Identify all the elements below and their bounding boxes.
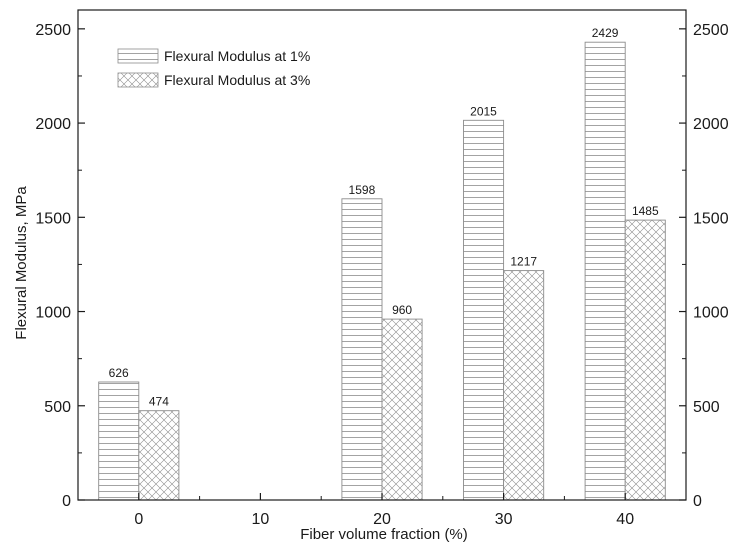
y-tick-label-right-2500: 2500 — [693, 22, 729, 39]
legend-label-series-1: Flexural Modulus at 1% — [164, 48, 310, 64]
legend-label-series-2: Flexural Modulus at 3% — [164, 72, 310, 88]
y-tick-label-left-2500: 2500 — [35, 22, 71, 39]
x-axis-title: Fiber volume fraction (%) — [300, 526, 468, 543]
x-tick-label-0: 0 — [134, 511, 143, 528]
bar-series-1-x0 — [98, 381, 140, 501]
data-label-series-1-x40: 2429 — [592, 26, 619, 40]
y-tick-label-right-1500: 1500 — [693, 210, 729, 227]
data-label-series-2-x40: 1485 — [632, 204, 659, 218]
y-tick-label-left-0: 0 — [62, 493, 71, 510]
x-tick-label-30: 30 — [495, 511, 513, 528]
bar-series-2-x20 — [381, 318, 423, 501]
bar-series-1-x20 — [341, 198, 383, 501]
y-tick-label-right-1000: 1000 — [693, 305, 729, 322]
bar-series-1-x30 — [463, 119, 505, 501]
data-label-series-2-x20: 960 — [392, 303, 412, 317]
x-tick-label-40: 40 — [616, 511, 634, 528]
y-tick-label-left-1500: 1500 — [35, 210, 71, 227]
data-label-series-1-x30: 2015 — [470, 104, 497, 118]
data-label-series-2-x0: 474 — [149, 395, 169, 409]
bar-series-2-x40 — [624, 219, 666, 501]
legend-swatch-series-2 — [117, 72, 159, 88]
y-tick-label-left-1000: 1000 — [35, 305, 71, 322]
data-label-series-1-x20: 1598 — [349, 183, 376, 197]
bar-series-2-x0 — [138, 410, 180, 501]
legend: Flexural Modulus at 1% Flexural Modulus … — [117, 48, 310, 88]
x-tick-label-20: 20 — [373, 511, 391, 528]
y-tick-label-left-500: 500 — [44, 399, 71, 416]
y-tick-label-right-0: 0 — [693, 493, 702, 510]
x-tick-label-10: 10 — [252, 511, 270, 528]
y-tick-label-right-2000: 2000 — [693, 116, 729, 133]
y-tick-label-right-500: 500 — [693, 399, 720, 416]
legend-swatch-series-1 — [117, 48, 159, 64]
bar-series-1-x40 — [584, 41, 626, 501]
y-tick-label-left-2000: 2000 — [35, 116, 71, 133]
y-axis-title: Flexural Modulus, MPa — [13, 186, 30, 340]
data-label-series-2-x30: 1217 — [510, 255, 537, 269]
data-label-series-1-x0: 626 — [109, 366, 129, 380]
bar-series-2-x30 — [503, 270, 545, 501]
